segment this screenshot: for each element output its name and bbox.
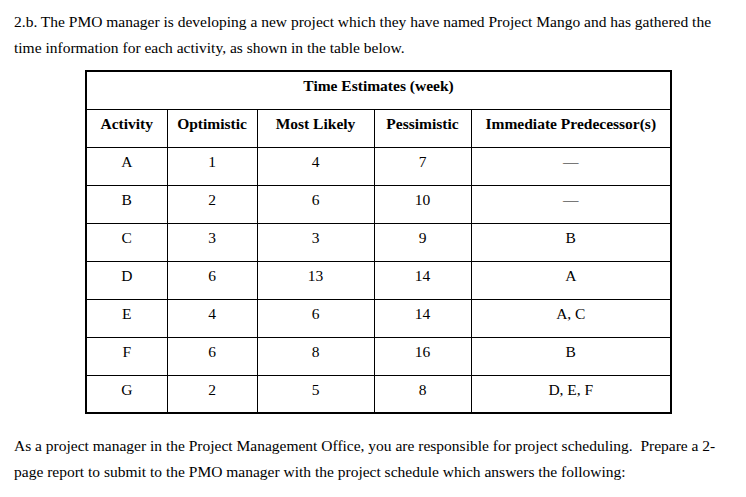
table-cell: 6 — [257, 299, 374, 337]
table-cell: 1 — [167, 147, 257, 185]
table-cell: 4 — [257, 147, 374, 185]
table-row-b: B 2 6 10 — — [86, 185, 671, 223]
table-cell: 5 — [257, 375, 374, 413]
document-page: 2.b. The PMO manager is developing a new… — [0, 0, 746, 497]
table-row-g: G 2 5 8 D, E, F — [86, 375, 671, 413]
table-cell: B — [86, 185, 167, 223]
outro-line-2: page report to submit to the PMO manager… — [14, 459, 715, 485]
table-cell: 2 — [167, 185, 257, 223]
table-cell: B — [471, 223, 671, 261]
table-cell: A — [86, 147, 167, 185]
table-row-d: D 6 13 14 A — [86, 261, 671, 299]
table-cell: C — [86, 223, 167, 261]
outro-paragraph: As a project manager in the Project Mana… — [14, 433, 715, 485]
table-cell: 3 — [167, 223, 257, 261]
table-cell: 2 — [167, 375, 257, 413]
time-estimates-table: Time Estimates (week) Activity Optimisti… — [85, 70, 672, 414]
table-cell: G — [86, 375, 167, 413]
table-row-a: A 1 4 7 — — [86, 147, 671, 185]
table-cell: — — [471, 147, 671, 185]
table-cell: 6 — [167, 337, 257, 375]
table-cell: — — [471, 185, 671, 223]
column-header-activity: Activity — [86, 109, 167, 147]
intro-paragraph: 2.b. The PMO manager is developing a new… — [14, 9, 711, 61]
intro-line-2: time information for each activity, as s… — [14, 35, 711, 61]
table-cell: 14 — [374, 261, 471, 299]
table-cell: B — [471, 337, 671, 375]
column-header-most-likely: Most Likely — [257, 109, 374, 147]
column-header-optimistic: Optimistic — [167, 109, 257, 147]
table-cell: A, C — [471, 299, 671, 337]
table-cell: 7 — [374, 147, 471, 185]
table-cell: D — [86, 261, 167, 299]
table-row-f: F 6 8 16 B — [86, 337, 671, 375]
table-cell: 8 — [374, 375, 471, 413]
column-header-pessimistic: Pessimistic — [374, 109, 471, 147]
table-cell: 13 — [257, 261, 374, 299]
table-cell: 9 — [374, 223, 471, 261]
table-title: Time Estimates (week) — [86, 71, 671, 109]
table-cell: A — [471, 261, 671, 299]
column-header-immediate-predecessors: Immediate Predecessor(s) — [471, 109, 671, 147]
table-cell: 6 — [167, 261, 257, 299]
table-title-row: Time Estimates (week) — [86, 71, 671, 109]
table-row-c: C 3 3 9 B — [86, 223, 671, 261]
table-cell: 3 — [257, 223, 374, 261]
table-row-e: E 4 6 14 A, C — [86, 299, 671, 337]
table-cell: F — [86, 337, 167, 375]
table-cell: 16 — [374, 337, 471, 375]
table-cell: 14 — [374, 299, 471, 337]
table-cell: 4 — [167, 299, 257, 337]
table-cell: D, E, F — [471, 375, 671, 413]
table-cell: E — [86, 299, 167, 337]
intro-line-1: 2.b. The PMO manager is developing a new… — [14, 9, 711, 35]
outro-line-1: As a project manager in the Project Mana… — [14, 433, 715, 459]
table-cell: 10 — [374, 185, 471, 223]
table-cell: 6 — [257, 185, 374, 223]
table-header-row: Activity Optimistic Most Likely Pessimis… — [86, 109, 671, 147]
table-cell: 8 — [257, 337, 374, 375]
